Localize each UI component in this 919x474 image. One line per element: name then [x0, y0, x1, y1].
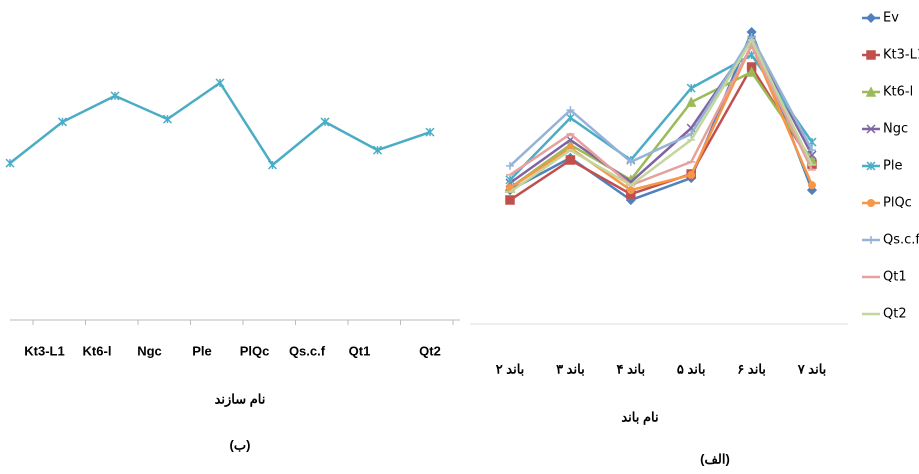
- x-tick-label: باند ۲: [496, 361, 525, 376]
- marker: [867, 199, 875, 207]
- x-tick-label: Kt6-l: [83, 343, 112, 358]
- marker: [110, 91, 120, 101]
- legend-label: Qt1: [883, 270, 907, 285]
- legend-label: Kt6-l: [883, 85, 913, 100]
- marker: [686, 83, 696, 93]
- legend-label: Ev: [883, 11, 899, 26]
- x-axis-title: نام باند: [621, 409, 658, 425]
- x-tick-label: Ple: [192, 343, 212, 358]
- marker: [808, 181, 816, 190]
- marker: [867, 236, 875, 244]
- marker: [505, 175, 515, 185]
- marker: [57, 117, 68, 127]
- caption: (ب): [230, 437, 251, 452]
- marker: [320, 117, 330, 127]
- legend-label: Ple: [883, 159, 902, 174]
- marker: [215, 78, 225, 88]
- x-tick-label: PlQc: [240, 343, 270, 358]
- x-tick-label: Qt2: [419, 343, 441, 358]
- marker: [565, 155, 576, 165]
- marker: [865, 86, 877, 97]
- marker: [425, 127, 435, 137]
- marker: [626, 186, 635, 195]
- legend-label: Kt3-L1: [883, 48, 919, 63]
- legend-label: PlQc: [883, 196, 912, 211]
- marker: [866, 50, 876, 60]
- x-tick-label: Kt3-L1: [24, 343, 64, 358]
- marker: [865, 12, 877, 24]
- marker: [685, 96, 697, 107]
- marker: [866, 161, 876, 171]
- legend-label: Qs.c.f: [883, 233, 919, 248]
- line: [9, 81, 431, 167]
- marker: [162, 114, 173, 124]
- x-tick-label: باند ۶: [737, 361, 766, 376]
- marker: [866, 124, 876, 134]
- x-tick-label: باند ۵: [677, 361, 706, 376]
- line: [509, 34, 814, 167]
- x-tick-label: باند ۳: [556, 361, 585, 376]
- marker: [267, 160, 278, 170]
- x-tick-label: باند ۴: [616, 361, 645, 376]
- legend-label: Qt2: [883, 307, 907, 322]
- line: [509, 42, 814, 187]
- marker: [505, 195, 515, 205]
- marker: [506, 161, 514, 170]
- line: [509, 64, 814, 202]
- x-tick-label: Qs.c.f: [289, 343, 326, 358]
- marker: [5, 158, 15, 168]
- line: [509, 37, 814, 193]
- marker: [626, 157, 635, 166]
- x-tick-label: باند ۷: [797, 361, 827, 376]
- x-tick-label: Qt1: [349, 343, 371, 358]
- marker: [565, 113, 575, 123]
- marker: [566, 106, 575, 115]
- caption: (الف): [700, 451, 730, 466]
- marker: [687, 170, 696, 179]
- marker: [808, 146, 816, 155]
- marker: [746, 66, 757, 77]
- x-tick-label: Ngc: [137, 343, 162, 358]
- legend-label: Ngc: [883, 122, 908, 137]
- marker: [372, 145, 383, 155]
- x-axis-title: نام سازند: [215, 391, 266, 407]
- line: [509, 70, 814, 189]
